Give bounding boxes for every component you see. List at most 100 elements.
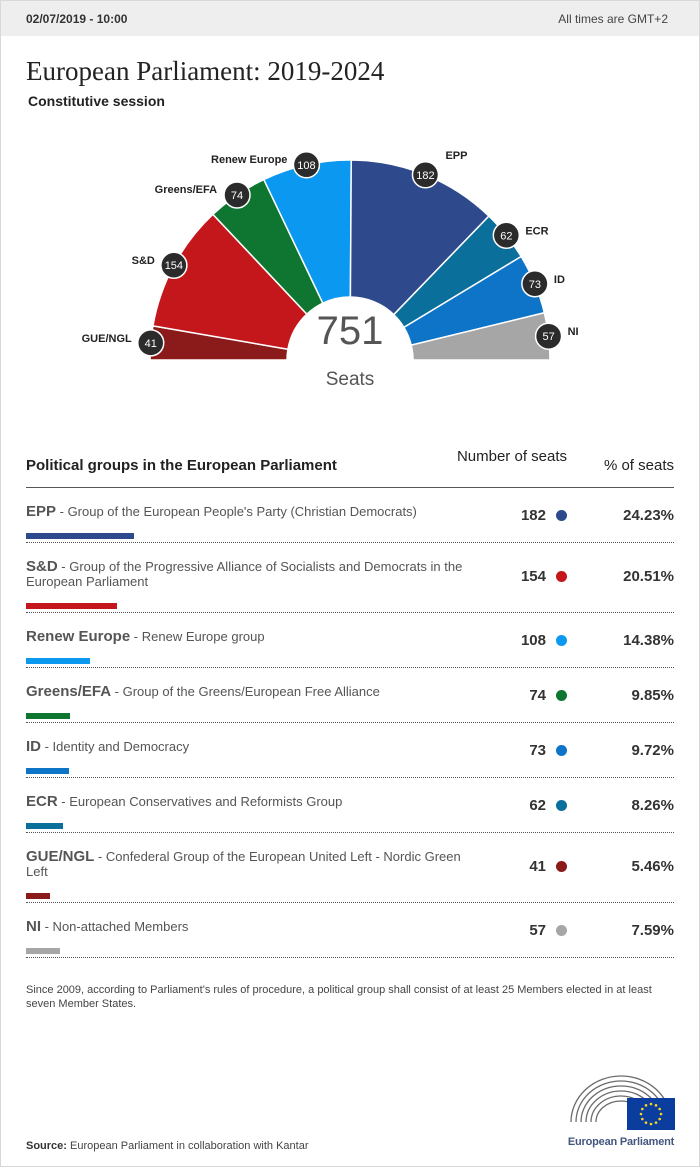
hemicycle-segment-epp: [349, 159, 490, 316]
group-description: NI - Non-attached Members: [26, 919, 476, 934]
seat-count: 73: [529, 742, 546, 759]
eu-star: [654, 1121, 658, 1124]
seat-count: 57: [529, 922, 546, 939]
table-row: ID - Identity and Democracy 73 9.72%: [26, 723, 674, 778]
seat-count-badge: [136, 329, 165, 357]
group-label: NI: [568, 326, 579, 338]
eu-star: [639, 1112, 643, 1116]
group-label: GUE/NGL: [82, 333, 132, 345]
group-full-name: - Group of the Greens/European Free Alli…: [111, 684, 380, 699]
group-description: Renew Europe - Renew Europe group: [26, 629, 476, 644]
group-color-dot: [556, 635, 567, 646]
timezone-note: All times are GMT+2: [558, 12, 668, 26]
seat-count: 41: [529, 858, 546, 875]
seat-count-label: 108: [297, 160, 315, 172]
seat-percentage: 8.26%: [631, 797, 674, 814]
group-abbreviation: ID: [26, 738, 41, 755]
table-row: ECR - European Conservatives and Reformi…: [26, 778, 674, 833]
seat-count-badge: [223, 181, 251, 209]
seat-share-bar: [26, 603, 117, 609]
seat-count-label: 73: [529, 279, 541, 291]
column-header-percent: % of seats: [603, 457, 674, 474]
seat-share-bar: [26, 768, 69, 774]
seat-count-badge: [411, 161, 440, 189]
group-abbreviation: ECR: [26, 793, 58, 810]
seat-percentage: 14.38%: [623, 632, 674, 649]
group-abbreviation: Renew Europe: [26, 628, 131, 645]
datetime: 02/07/2019 - 10:00: [26, 12, 128, 26]
seat-share-bar: [26, 658, 90, 664]
seat-count-label: 57: [542, 331, 554, 343]
eu-star: [654, 1104, 658, 1107]
source-label: Source:: [26, 1140, 67, 1152]
seat-count-label: 154: [165, 260, 183, 272]
eu-star: [644, 1104, 648, 1107]
total-seats-label: Seats: [325, 369, 375, 390]
group-description: EPP - Group of the European People's Par…: [26, 504, 476, 519]
group-abbreviation: NI: [26, 918, 41, 935]
group-description: Greens/EFA - Group of the Greens/Europea…: [26, 684, 476, 699]
seat-percentage: 20.51%: [623, 568, 674, 585]
group-color-dot: [556, 510, 567, 521]
seat-count: 108: [520, 632, 546, 649]
total-seats-value: 751: [316, 309, 384, 353]
eu-star: [658, 1117, 661, 1121]
seat-count-badge: [292, 151, 321, 179]
seat-count-badge: [160, 251, 188, 279]
hemicycle-chart: 41 GUE/NGL 154 S&D 74 Greens/EFA 108 Renew Euro…: [82, 150, 579, 361]
table-row: NI - Non-attached Members 57 7.59%: [26, 903, 674, 958]
group-color-dot: [556, 745, 567, 756]
group-description: ID - Identity and Democracy: [26, 739, 476, 754]
seat-count-badge: [492, 221, 521, 250]
seat-count-label: 74: [231, 190, 243, 202]
eu-star: [641, 1107, 644, 1111]
group-abbreviation: S&D: [26, 558, 58, 575]
group-full-name: - European Conservatives and Reformists …: [57, 794, 343, 809]
group-description: S&D - Group of the Progressive Alliance …: [26, 559, 476, 589]
seat-count-badge: [534, 322, 563, 350]
group-full-name: - Non-attached Members: [41, 919, 189, 934]
source-text: European Parliament in collaboration wit…: [66, 1140, 309, 1152]
group-abbreviation: Greens/EFA: [26, 683, 112, 700]
group-full-name: - Identity and Democracy: [41, 739, 190, 754]
seat-count-label: 182: [416, 170, 434, 182]
page-title: European Parliament: 2019-2024: [26, 56, 385, 86]
column-header-seats: Number of seats: [456, 448, 567, 465]
table-header: Political groups in the European Parliam…: [26, 448, 674, 488]
group-label: Greens/EFA: [155, 184, 217, 196]
page-subtitle: Constitutive session: [28, 93, 165, 109]
group-label: ID: [554, 274, 565, 286]
group-full-name: - Renew Europe group: [130, 629, 265, 644]
table-row: GUE/NGL - Confederal Group of the Europe…: [26, 833, 674, 903]
seat-count: 154: [520, 568, 546, 585]
group-color-dot: [556, 800, 567, 811]
seat-count: 182: [520, 507, 546, 524]
column-header-group: Political groups in the European Parliam…: [26, 457, 337, 474]
group-label: ECR: [525, 225, 548, 237]
european-parliament-logo-icon: [570, 1075, 675, 1130]
group-description: ECR - European Conservatives and Reformi…: [26, 794, 476, 809]
eu-star: [649, 1102, 653, 1106]
footnote: Since 2009, according to Parliament's ru…: [26, 984, 652, 1010]
group-full-name: - Confederal Group of the European Unite…: [26, 849, 461, 879]
group-label: Renew Europe: [211, 154, 287, 166]
seat-percentage: 24.23%: [623, 507, 674, 524]
table-row: EPP - Group of the European People's Par…: [26, 488, 674, 543]
seat-share-bar: [26, 823, 63, 829]
seat-count: 62: [529, 797, 546, 814]
source-line: Source: European Parliament in collabora…: [26, 1140, 309, 1152]
seat-percentage: 5.46%: [631, 858, 674, 875]
group-full-name: - Group of the Progressive Alliance of S…: [26, 559, 463, 589]
seat-count-label: 41: [145, 338, 157, 350]
group-description: GUE/NGL - Confederal Group of the Europe…: [26, 849, 476, 879]
seat-share-bar: [26, 533, 134, 539]
seat-share-bar: [26, 948, 60, 954]
eu-star: [641, 1117, 644, 1121]
group-color-dot: [556, 690, 567, 701]
table-row: Greens/EFA - Group of the Greens/Europea…: [26, 668, 674, 723]
eu-star: [644, 1121, 648, 1124]
group-color-dot: [556, 925, 567, 936]
eu-star: [658, 1107, 661, 1111]
eu-star: [649, 1122, 653, 1126]
seat-share-bar: [26, 893, 50, 899]
